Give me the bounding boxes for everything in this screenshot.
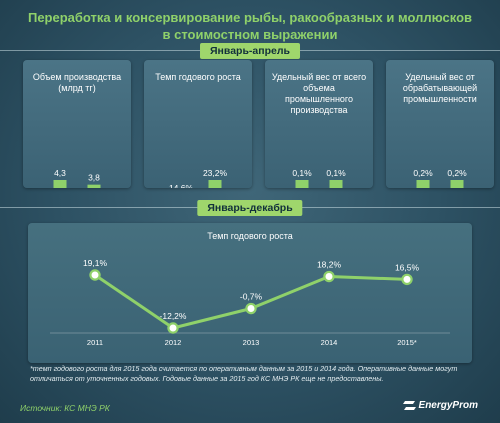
bar-card-title: Темп годового роста (155, 72, 241, 82)
title-line-2: в стоимостном выражении (162, 27, 338, 42)
bar-card-title: Удельный вес от всего объема промышленно… (271, 72, 367, 115)
bar-plot-industry-share: 0,1%20160,1%2015 (292, 168, 346, 188)
point-2011 (89, 269, 101, 281)
bar-card-volume: Объем производства (млрд тг) 4,320163,82… (23, 60, 131, 188)
x-tick-label: 2014 (321, 338, 338, 347)
x-tick-label: 2011 (87, 338, 103, 347)
line-chart-plot: 19,1% 2011 -12,2% 2012 -0,7% 2013 18,2% 2014 16,… (50, 258, 450, 347)
bar-card-growth: Темп годового роста 14,6%201623,2%2015 (144, 60, 252, 188)
point-value-label: -12,2% (160, 311, 187, 321)
bar-plot-growth: 14,6%201623,2%2015 (169, 168, 228, 188)
point-2015* (401, 273, 413, 286)
period2-badge: Январь-декабрь (197, 200, 303, 216)
bar-card-title: Удельный вес от обрабатывающей промышлен… (402, 72, 478, 104)
bar-2015 (450, 180, 464, 188)
footnote: *темп годового роста для 2015 года счита… (30, 364, 458, 383)
bar-2015 (87, 184, 101, 188)
bar-2016 (295, 180, 309, 188)
point-value-label: 18,2% (317, 260, 342, 270)
bar-value-label: 0,1% (326, 168, 346, 178)
point-2012 (167, 322, 179, 334)
x-tick-label: 2013 (243, 338, 260, 347)
bar-value-label: 14,6% (169, 183, 194, 188)
bar-card-manufacturing-share: Удельный вес от обрабатывающей промышлен… (386, 60, 494, 188)
bar-value-label: 0,1% (292, 168, 312, 178)
bar-2016 (416, 180, 430, 188)
bar-plot-volume: 4,320163,82015 (53, 168, 101, 188)
bar-2015 (208, 180, 222, 188)
point-value-label: 16,5% (395, 262, 420, 272)
brand-logo: EnergyProm (402, 400, 478, 411)
bar-card-industry-share: Удельный вес от всего объема промышленно… (265, 60, 373, 188)
point-value-label: 19,1% (83, 258, 108, 268)
source-note: Источник: КС МНЭ РК (20, 403, 110, 413)
bar-value-label: 0,2% (447, 168, 467, 178)
x-tick-label: 2012 (165, 338, 182, 347)
brand-name: EnergyProm (418, 400, 478, 411)
title-line-1: Переработка и консервирование рыбы, рако… (27, 10, 473, 25)
x-tick-label: 2015* (397, 338, 417, 347)
period1-badge: Январь-апрель (200, 43, 300, 59)
bar-2015 (329, 180, 343, 188)
point-value-label: -0,7% (240, 292, 263, 302)
bar-value-label: 23,2% (203, 168, 228, 178)
point-2013 (245, 302, 257, 315)
point-2014 (323, 270, 335, 283)
bar-value-label: 3,8 (88, 173, 100, 183)
energyprom-logo-icon (402, 401, 416, 410)
bar-value-label: 4,3 (54, 168, 66, 178)
bar-card-title: Объем производства (млрд тг) (32, 72, 122, 93)
line-chart-title: Темп годового роста (207, 231, 293, 241)
bar-plot-manufacturing-share: 0,2%20160,2%2015 (413, 168, 467, 188)
page-title: Переработка и консервирование рыбы, рако… (0, 9, 500, 43)
bar-2016 (53, 180, 67, 188)
bar-value-label: 0,2% (413, 168, 433, 178)
line-chart-panel: Темп годового роста 19,1% 2011 -12,2% 2012 -… (28, 223, 472, 363)
